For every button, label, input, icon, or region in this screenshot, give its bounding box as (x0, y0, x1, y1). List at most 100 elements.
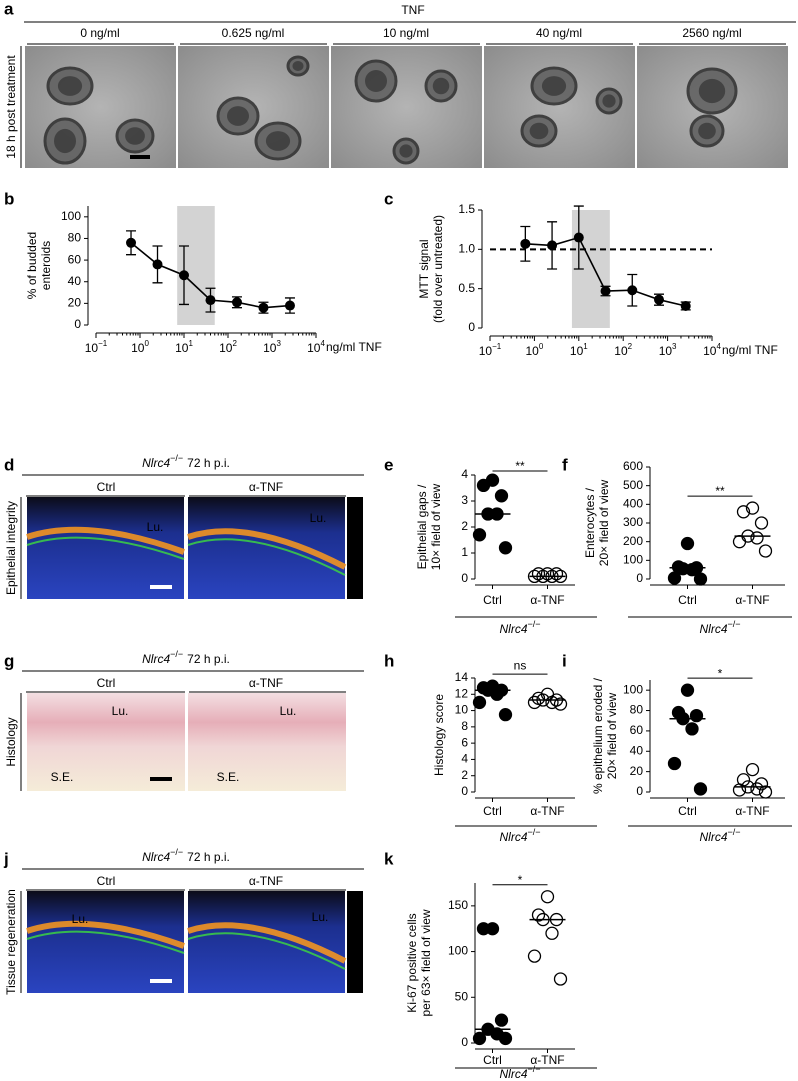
tick-base: 10 (659, 344, 673, 358)
gene: Nlrc4 (499, 622, 527, 636)
tick-label: 80 (630, 703, 644, 717)
column-label: 0.625 ng/ml (222, 26, 285, 40)
row-label: Tissue regeneration (4, 889, 18, 995)
scale-bar (150, 979, 172, 983)
data-point (531, 567, 546, 581)
gene: Nlrc4 (142, 652, 170, 666)
data-point (758, 544, 773, 558)
data-point (527, 949, 542, 963)
data-point (600, 286, 611, 297)
column-label: 0 ng/ml (80, 26, 119, 40)
category-label: Ctrl (483, 593, 502, 607)
tick-base: 10 (703, 344, 717, 358)
tick-label: 4 (461, 752, 468, 766)
y-axis-label: 20× field of view (605, 692, 619, 779)
tick-label: 10−1 (85, 339, 108, 355)
tissue-image (27, 891, 184, 993)
panel-label: h (384, 651, 394, 670)
y-axis-label: Histology score (432, 694, 446, 776)
tick-label: 100 (623, 553, 643, 567)
data-point (545, 695, 559, 710)
y-axis-label: Ki-67 positive cells (405, 913, 419, 1012)
tick-exponent: 4 (320, 339, 325, 348)
tick-label: 3 (461, 493, 468, 507)
data-point (627, 285, 638, 296)
column-label: 2560 ng/ml (682, 26, 741, 40)
tick-label: 2 (461, 768, 468, 782)
tick-label: 50 (455, 989, 469, 1003)
image-label: Lu. (147, 520, 164, 534)
tick-label: 1.0 (458, 242, 475, 256)
data-point (498, 707, 513, 722)
tick-base: 10 (570, 344, 584, 358)
y-axis-label: % epithelium eroded / (591, 677, 605, 794)
data-point (126, 237, 137, 248)
data-point (667, 756, 682, 771)
data-point (745, 762, 760, 777)
tick-label: 103 (263, 339, 281, 355)
superscript: −/− (728, 827, 741, 837)
tick-label: 500 (623, 478, 643, 492)
data-point (498, 1031, 513, 1046)
tick-base: 10 (479, 344, 493, 358)
data-point (693, 572, 708, 586)
tick-label: 0.5 (458, 281, 475, 295)
panel-label: a (4, 0, 14, 18)
y-axis-label: Epithelial gaps / (415, 484, 429, 569)
category-label: α-TNF (530, 1053, 564, 1067)
stain-legend: EpCam (349, 557, 363, 597)
data-point (685, 722, 699, 736)
tick-exponent: 4 (716, 342, 721, 351)
tick-label: 100 (131, 339, 149, 355)
data-point (205, 295, 216, 306)
data-point (732, 535, 747, 549)
y-axis-label: 10× field of view (429, 483, 443, 570)
category-label: Ctrl (483, 804, 502, 818)
tick-label: 80 (68, 231, 82, 245)
tick-exponent: 2 (232, 339, 237, 348)
column-label: 40 ng/ml (536, 26, 582, 40)
tick-label: 100 (623, 682, 643, 696)
tissue-image (188, 497, 345, 599)
significance: * (718, 666, 723, 680)
tick-exponent: 3 (276, 339, 281, 348)
tick-label: 2 (461, 519, 468, 533)
epithelium (26, 526, 186, 555)
data-point (745, 501, 760, 515)
tick-exponent: 0 (539, 342, 544, 351)
tick-exponent: −1 (492, 342, 502, 351)
tick-label: 0 (636, 571, 643, 585)
tissue-image (27, 497, 184, 599)
tick-label: 1.5 (458, 202, 475, 216)
panel-label: g (4, 651, 14, 670)
data-point (680, 683, 695, 697)
image-label: S.E. (217, 770, 240, 784)
y-axis-label: % of budded (25, 232, 39, 299)
data-point (284, 300, 295, 311)
y-axis-label: Enterocytes / (583, 487, 597, 558)
data-point (653, 294, 664, 305)
data-point (689, 708, 704, 723)
gene: Nlrc4 (142, 456, 170, 470)
tick-label: 0 (461, 1035, 468, 1049)
data-point (750, 531, 764, 545)
tick-label: 6 (461, 735, 468, 749)
data-point (472, 695, 487, 710)
data-point (531, 908, 546, 922)
panel-label: f (562, 455, 568, 474)
tick-base: 10 (219, 341, 233, 355)
column-label: Ctrl (97, 480, 116, 494)
scale-bar (130, 155, 150, 159)
epithelium (187, 922, 347, 964)
group-label: Nlrc4−/− (699, 619, 740, 636)
y-axis-label: per 63× field of view (419, 909, 433, 1016)
data-point (498, 541, 513, 555)
column-label: Ctrl (97, 676, 116, 690)
image-label: Lu. (312, 910, 329, 924)
data-point (736, 505, 751, 519)
panel-title: Nlrc4−/− 72 h p.i. (142, 847, 230, 864)
data-point (472, 528, 487, 542)
image-label: Lu. (112, 704, 129, 718)
tick-label: 102 (614, 342, 632, 358)
group-label: Nlrc4−/− (499, 619, 540, 636)
